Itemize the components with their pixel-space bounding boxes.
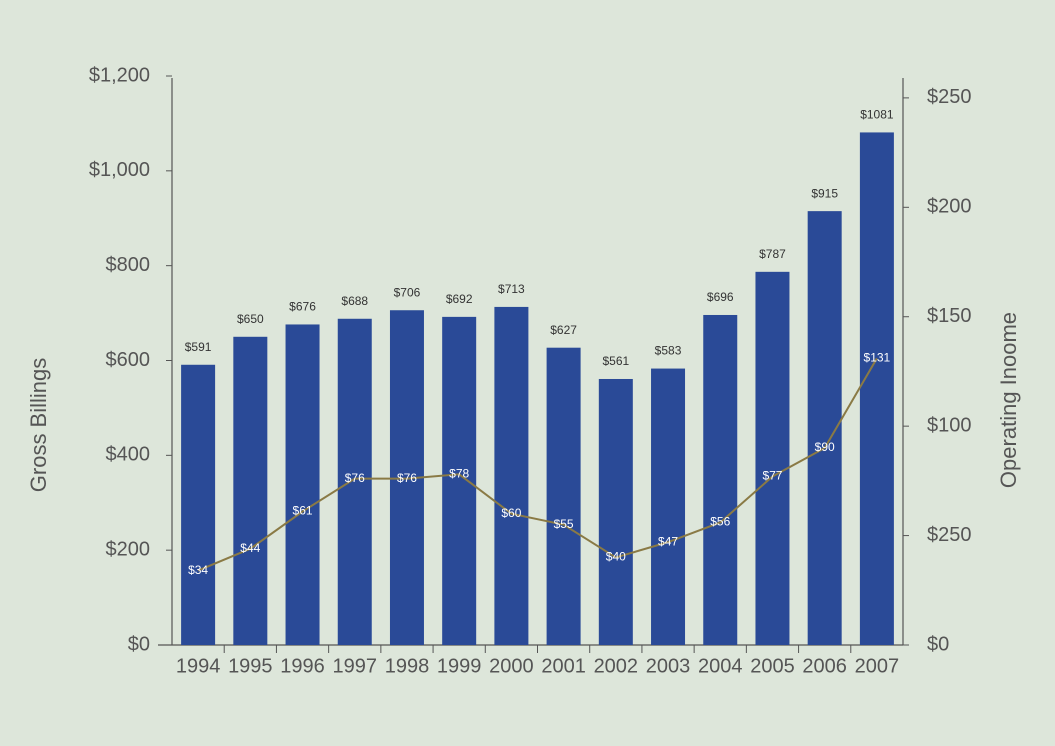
x-tick-label: 2005 xyxy=(750,655,795,677)
bar xyxy=(494,306,529,645)
y-tick-label: $0 xyxy=(128,633,150,655)
bar-value-label: $627 xyxy=(550,323,577,337)
line-value-label: $76 xyxy=(397,471,417,485)
x-tick-label: 2006 xyxy=(802,655,847,677)
y2-tick-label: $250 xyxy=(927,86,972,108)
line-value-label: $61 xyxy=(293,504,313,518)
bar-value-label: $696 xyxy=(707,290,734,304)
y-axis-title: Gross Billings xyxy=(26,358,51,492)
bar-value-label: $706 xyxy=(394,285,421,299)
bar xyxy=(546,347,581,645)
bar xyxy=(651,368,686,645)
bar xyxy=(337,318,372,645)
y2-tick-label: $100 xyxy=(927,414,972,436)
y2-tick-label: $0 xyxy=(927,633,949,655)
y-tick-label: $400 xyxy=(106,444,151,466)
bar-value-label: $583 xyxy=(655,344,682,358)
y2-axis-title: Operating Inoome xyxy=(996,312,1021,488)
x-tick-label: 1997 xyxy=(333,655,378,677)
y-tick-label: $1,000 xyxy=(89,159,150,181)
line-value-label: $131 xyxy=(864,350,891,364)
x-tick-label: 1999 xyxy=(437,655,482,677)
line-value-label: $47 xyxy=(658,534,678,548)
bar-value-label: $915 xyxy=(811,186,838,200)
line-value-label: $44 xyxy=(240,541,260,555)
bar-value-label: $1081 xyxy=(860,108,894,122)
bar-value-label: $787 xyxy=(759,247,786,261)
line-value-label: $78 xyxy=(449,466,469,480)
bar xyxy=(755,271,790,645)
line-value-label: $76 xyxy=(345,471,365,485)
y-tick-label: $800 xyxy=(106,254,151,276)
y-tick-label: $1,200 xyxy=(89,64,150,86)
bar xyxy=(859,132,894,645)
bar xyxy=(598,378,633,645)
y-tick-label: $200 xyxy=(106,538,151,560)
bar-value-label: $591 xyxy=(185,340,212,354)
bar-value-label: $650 xyxy=(237,312,264,326)
bar xyxy=(442,316,477,645)
line-value-label: $90 xyxy=(815,440,835,454)
line-value-label: $77 xyxy=(762,469,782,483)
bar-value-label: $688 xyxy=(341,294,368,308)
bar-value-label: $561 xyxy=(602,354,629,368)
bar-value-label: $713 xyxy=(498,282,525,296)
x-tick-label: 1998 xyxy=(385,655,430,677)
line xyxy=(197,357,878,572)
line-value-label: $34 xyxy=(188,563,208,577)
y2-tick-label: $150 xyxy=(927,305,972,327)
x-tick-label: 2001 xyxy=(541,655,586,677)
y2-tick-label: $200 xyxy=(927,196,972,218)
y-tick-label: $600 xyxy=(106,349,151,371)
x-tick-label: 2007 xyxy=(855,655,900,677)
y2-tick-label: $250 xyxy=(927,524,972,546)
x-tick-label: 2000 xyxy=(489,655,534,677)
bar xyxy=(285,324,320,645)
x-tick-label: 1995 xyxy=(228,655,273,677)
x-tick-label: 2004 xyxy=(698,655,743,677)
x-tick-label: 1994 xyxy=(176,655,221,677)
line-value-label: $56 xyxy=(710,515,730,529)
line-value-label: $60 xyxy=(501,506,521,520)
bar-value-label: $676 xyxy=(289,300,316,314)
x-tick-label: 1996 xyxy=(280,655,325,677)
x-tick-label: 2002 xyxy=(594,655,639,677)
bar-value-label: $692 xyxy=(446,292,473,306)
bar xyxy=(703,314,738,645)
bar xyxy=(233,336,268,645)
line-value-label: $55 xyxy=(554,517,574,531)
bar xyxy=(181,364,216,645)
x-tick-label: 2003 xyxy=(646,655,691,677)
line-value-label: $40 xyxy=(606,550,626,564)
